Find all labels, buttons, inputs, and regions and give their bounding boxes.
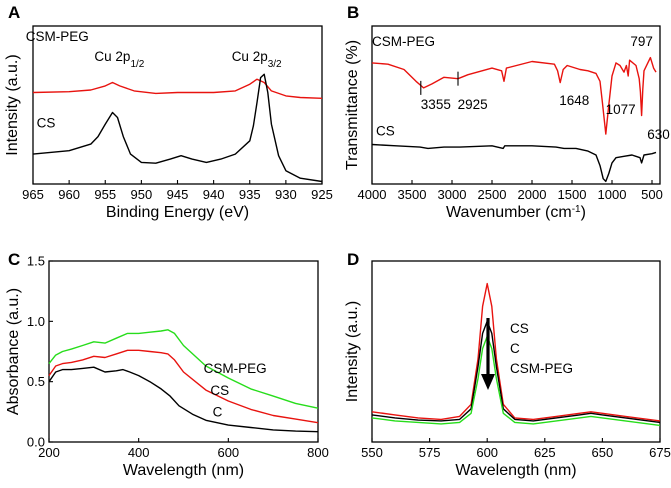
x-tick-label: 935 xyxy=(239,187,261,202)
annotation-label: 797 xyxy=(630,34,653,49)
series-line-csm-peg xyxy=(371,56,657,135)
y-axis-label: Transmittance (%) xyxy=(344,40,361,170)
series-line-cs xyxy=(371,282,661,422)
series-line-csm-peg xyxy=(371,335,661,427)
panel-d: D 550 575 600 625 650 675 Wavelength (nm) Intens… xyxy=(344,250,671,479)
legend-item: CSM-PEG xyxy=(510,361,573,376)
x-tick-label: 1500 xyxy=(558,187,587,202)
series-line-c xyxy=(371,320,661,424)
x-tick-label: 575 xyxy=(419,445,441,460)
x-tick-label: 3500 xyxy=(398,187,427,202)
y-axis-label: Absorbance (a.u.) xyxy=(5,288,22,415)
y-tick-label: 0.0 xyxy=(27,435,45,450)
panel-c: C 200 400 600 800 0.0 0.5 1.0 1.5 Wavelength (nm)… xyxy=(5,250,329,479)
y-tick-label: 0.5 xyxy=(27,374,45,389)
x-tick-label: 200 xyxy=(38,445,60,460)
plot-frame xyxy=(371,25,661,185)
x-tick-label: 625 xyxy=(534,445,556,460)
series-line-cs xyxy=(371,143,657,183)
annotation-label: Cu 2p3/2 xyxy=(232,49,282,70)
annotation-label: 630 xyxy=(647,127,670,142)
x-tick-label: 2000 xyxy=(518,187,547,202)
annotation-label: CS xyxy=(210,383,229,398)
x-tick-label: 1000 xyxy=(598,187,627,202)
x-axis-label: Wavelength (nm) xyxy=(455,462,576,479)
series-line-cs xyxy=(48,349,319,424)
x-tick-label: 965 xyxy=(22,187,44,202)
annotation-label: CS xyxy=(376,123,395,138)
plot-frame xyxy=(371,260,661,443)
x-tick-label: 930 xyxy=(275,187,297,202)
panel-letter-d: D xyxy=(347,250,359,269)
annotation-label: 2925 xyxy=(458,97,488,112)
series-line-cs xyxy=(32,73,323,183)
annotation-subscript: 3/2 xyxy=(268,58,282,69)
y-axis-label: Intensity (a.u.) xyxy=(344,301,361,402)
plot-frame xyxy=(32,25,323,185)
annotation-label: 3355 xyxy=(421,97,451,112)
legend-item: CS xyxy=(510,321,529,336)
x-tick-label: 960 xyxy=(58,187,80,202)
x-tick-label: 650 xyxy=(592,445,614,460)
x-tick-label: 675 xyxy=(649,445,671,460)
annotation-label: 1077 xyxy=(606,102,636,117)
x-tick-label: 600 xyxy=(217,445,239,460)
annotation-subscript: 1/2 xyxy=(130,58,144,69)
annotation-label: CSM-PEG xyxy=(204,361,267,376)
panel-letter-a: A xyxy=(8,3,20,22)
legend-item: C xyxy=(510,341,520,356)
x-tick-label: 400 xyxy=(128,445,150,460)
x-tick-label: 940 xyxy=(203,187,225,202)
x-tick-label: 4000 xyxy=(358,187,387,202)
x-tick-label: 800 xyxy=(307,445,329,460)
x-axis-label: Binding Energy (eV) xyxy=(106,204,249,221)
panel-letter-b: B xyxy=(347,3,359,22)
panel-letter-c: C xyxy=(8,250,20,269)
annotation-label: C xyxy=(213,405,223,420)
y-tick-label: 1.0 xyxy=(27,314,45,329)
annotation-label: CS xyxy=(37,115,56,130)
annotation-label: CSM-PEG xyxy=(26,29,89,44)
x-tick-label: 550 xyxy=(361,445,383,460)
series-line-csm-peg xyxy=(48,329,319,409)
y-tick-label: 1.5 xyxy=(27,254,45,269)
annotation-label: Cu 2p1/2 xyxy=(94,49,144,70)
panel-a: A 965 960 955 950 945 940 935 930 925 Binding Ener… xyxy=(4,3,333,221)
series-line-c xyxy=(48,366,319,433)
series-line-csm-peg xyxy=(32,78,323,99)
annotation-label: CSM-PEG xyxy=(372,34,435,49)
x-tick-label: 3000 xyxy=(438,187,467,202)
x-axis-label-close: ) xyxy=(581,204,586,221)
annotation-label: 1648 xyxy=(559,93,589,108)
x-tick-label: 925 xyxy=(311,187,333,202)
x-tick-label: 600 xyxy=(476,445,498,460)
x-tick-label: 500 xyxy=(641,187,663,202)
plot-frame xyxy=(48,260,319,443)
x-tick-label: 955 xyxy=(94,187,116,202)
panel-b: B 4000 3500 3000 2500 2000 1500 1000 500 Wavenumb… xyxy=(344,3,670,221)
x-axis-label-sup: -1 xyxy=(572,204,581,215)
x-axis-label: Wavelength (nm) xyxy=(123,462,244,479)
x-tick-label: 2500 xyxy=(478,187,507,202)
x-axis-label: Wavenumber (cm-1) xyxy=(446,204,586,222)
x-tick-label: 950 xyxy=(131,187,153,202)
x-tick-label: 945 xyxy=(167,187,189,202)
y-axis-label: Intensity (a.u.) xyxy=(4,54,21,155)
legend-arrow-head xyxy=(481,374,495,390)
